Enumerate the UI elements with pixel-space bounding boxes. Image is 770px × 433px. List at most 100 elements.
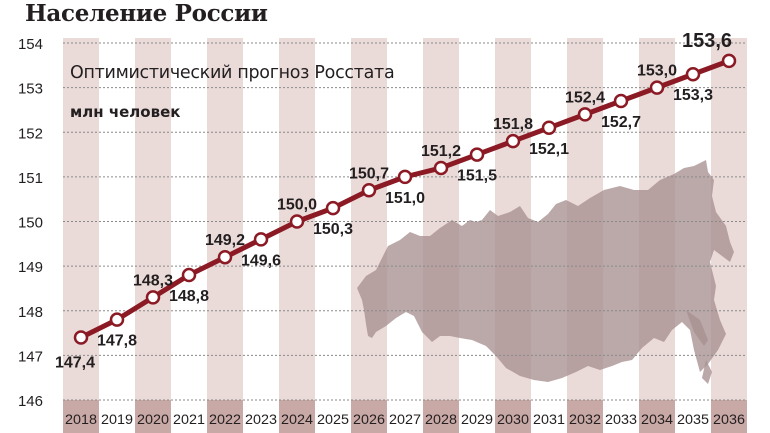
x-tick-label: 2031	[533, 411, 565, 427]
y-tick-label: 150	[18, 215, 43, 232]
x-tick-label: 2030	[497, 411, 529, 427]
year-axis-band	[63, 400, 747, 433]
data-label: 152,1	[529, 141, 569, 158]
data-point	[289, 214, 305, 229]
year-cell	[351, 400, 387, 433]
x-tick-label: 2029	[461, 411, 493, 427]
data-point	[217, 249, 233, 265]
data-point	[469, 147, 485, 162]
year-cell	[99, 400, 135, 433]
data-point	[397, 169, 413, 185]
data-label: 151,2	[421, 143, 461, 160]
column-band	[135, 38, 171, 400]
year-cell	[603, 400, 639, 433]
chart-subtitle: Оптимистический прогноз Росстата	[70, 63, 395, 83]
x-tick-label: 2027	[389, 411, 421, 427]
data-label: 148,3	[133, 272, 173, 289]
x-tick-label: 2032	[569, 411, 601, 427]
data-point	[361, 183, 377, 198]
x-tick-label: 2025	[317, 411, 349, 427]
x-tick-label: 2021	[173, 411, 205, 427]
data-label: 150,3	[313, 221, 353, 238]
year-cell	[495, 400, 531, 433]
x-tick-label: 2024	[281, 411, 313, 427]
y-tick-label: 151	[18, 170, 43, 187]
x-tick-label: 2026	[353, 411, 385, 427]
data-label: 152,7	[601, 114, 641, 131]
year-cell	[567, 400, 603, 433]
year-cell	[675, 400, 711, 433]
data-label: 151,5	[457, 168, 497, 185]
y-tick-label: 153	[18, 81, 43, 98]
data-point	[505, 133, 521, 149]
year-cell	[207, 400, 243, 433]
data-point	[721, 53, 737, 69]
year-cell	[315, 400, 351, 433]
x-tick-label: 2028	[425, 411, 457, 427]
x-tick-label: 2033	[605, 411, 637, 427]
column-band	[207, 38, 243, 400]
data-label: 149,2	[205, 232, 245, 249]
data-label: 152,4	[565, 89, 605, 106]
data-label: 149,6	[241, 252, 281, 269]
x-tick-label: 2019	[101, 411, 133, 427]
x-tick-label: 2022	[209, 411, 241, 427]
data-label: 150,0	[277, 197, 317, 214]
y-tick-label: 147	[18, 348, 43, 365]
data-point	[577, 107, 593, 122]
column-band	[351, 38, 387, 400]
data-point	[253, 232, 269, 247]
data-point	[685, 66, 701, 82]
year-cell	[387, 400, 423, 433]
chart-title: Население России	[25, 0, 268, 27]
unit-label: млн человек	[70, 103, 181, 121]
year-cell	[639, 400, 675, 433]
data-label: 151,0	[385, 190, 425, 207]
data-point	[109, 312, 125, 327]
data-points	[73, 53, 737, 345]
y-tick-label: 149	[18, 259, 43, 276]
column-band	[63, 38, 99, 400]
data-label: 148,8	[169, 288, 209, 305]
x-tick-label: 2020	[137, 411, 169, 427]
data-point	[145, 290, 161, 305]
year-cell	[63, 400, 99, 433]
data-point	[433, 160, 449, 176]
x-tick-label: 2018	[65, 411, 97, 427]
data-label: 153,3	[673, 87, 713, 104]
year-cell	[711, 400, 747, 433]
y-tick-label: 146	[18, 393, 43, 410]
data-point	[541, 120, 557, 136]
y-tick-label: 148	[18, 304, 43, 321]
x-tick-label: 2023	[245, 411, 277, 427]
data-point	[649, 80, 665, 95]
year-cell	[423, 400, 459, 433]
x-tick-label: 2034	[641, 411, 673, 427]
year-cell	[531, 400, 567, 433]
x-tick-label: 2035	[677, 411, 709, 427]
year-cell	[459, 400, 495, 433]
year-cell	[279, 400, 315, 433]
y-tick-label: 154	[18, 36, 43, 53]
data-label: 147,4	[55, 355, 95, 372]
data-point	[325, 200, 341, 216]
data-point	[181, 267, 197, 283]
data-point	[613, 93, 629, 109]
russia-map-silhouette	[357, 160, 734, 384]
data-point	[73, 330, 89, 345]
y-axis-ticks: 146 147 148 149 150 151 152 153 154	[18, 36, 43, 410]
x-axis-ticks: 2018 2019 2020 2021 2022 2023 2024 2025 2026 2027…	[65, 411, 745, 427]
data-label: 147,8	[97, 333, 137, 350]
data-label: 150,7	[349, 165, 389, 182]
data-label: 153,0	[637, 63, 677, 80]
year-cell	[243, 400, 279, 433]
y-tick-label: 152	[18, 125, 43, 142]
x-tick-label: 2036	[713, 411, 745, 427]
data-label: 151,8	[493, 116, 533, 133]
gridlines	[63, 42, 747, 401]
year-cell	[171, 400, 207, 433]
data-label: 153,6	[682, 30, 732, 52]
column-band	[423, 38, 459, 400]
